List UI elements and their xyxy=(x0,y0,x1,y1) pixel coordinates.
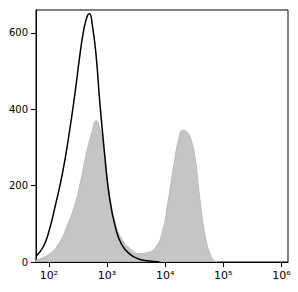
svg-text:400: 400 xyxy=(9,104,28,115)
svg-text:10⁴: 10⁴ xyxy=(156,269,175,282)
svg-text:10³: 10³ xyxy=(98,269,116,282)
svg-text:200: 200 xyxy=(9,180,28,191)
svg-text:10²: 10² xyxy=(40,269,58,282)
svg-text:600: 600 xyxy=(9,27,28,38)
svg-text:10⁶: 10⁶ xyxy=(272,269,291,282)
svg-text:0: 0 xyxy=(22,257,28,268)
svg-text:10⁵: 10⁵ xyxy=(214,269,232,282)
